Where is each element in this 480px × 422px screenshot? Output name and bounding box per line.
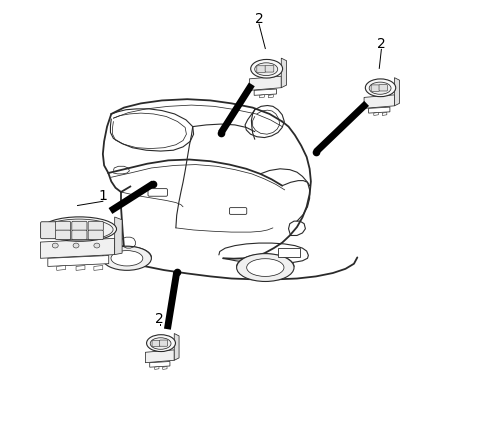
Polygon shape [57, 265, 66, 271]
Polygon shape [150, 362, 170, 367]
Polygon shape [364, 95, 395, 108]
Ellipse shape [150, 338, 171, 349]
Ellipse shape [237, 254, 294, 281]
Ellipse shape [45, 219, 113, 240]
Polygon shape [395, 78, 399, 106]
Polygon shape [260, 95, 264, 98]
Ellipse shape [42, 217, 117, 241]
FancyBboxPatch shape [56, 221, 71, 231]
Ellipse shape [365, 79, 396, 97]
Ellipse shape [111, 251, 143, 266]
FancyBboxPatch shape [72, 230, 87, 240]
Ellipse shape [369, 82, 391, 94]
Polygon shape [155, 367, 159, 369]
Ellipse shape [146, 335, 176, 352]
FancyBboxPatch shape [379, 84, 387, 91]
FancyBboxPatch shape [265, 65, 274, 72]
FancyBboxPatch shape [88, 230, 103, 240]
FancyBboxPatch shape [152, 341, 160, 346]
Polygon shape [48, 255, 109, 266]
Polygon shape [254, 89, 276, 95]
Polygon shape [94, 265, 103, 271]
Text: 1: 1 [98, 189, 108, 203]
Polygon shape [40, 238, 115, 258]
Polygon shape [374, 112, 378, 116]
Ellipse shape [102, 246, 151, 271]
Ellipse shape [247, 259, 284, 276]
Polygon shape [250, 76, 281, 90]
Text: 2: 2 [254, 12, 264, 26]
Polygon shape [382, 112, 387, 116]
FancyBboxPatch shape [41, 222, 57, 239]
Text: 2: 2 [377, 37, 386, 51]
Polygon shape [174, 333, 179, 360]
Polygon shape [268, 95, 273, 98]
FancyBboxPatch shape [229, 208, 247, 214]
FancyBboxPatch shape [88, 221, 103, 231]
Polygon shape [76, 265, 85, 271]
Bar [278, 248, 300, 257]
Ellipse shape [73, 243, 79, 248]
FancyBboxPatch shape [257, 66, 265, 73]
FancyBboxPatch shape [56, 230, 71, 240]
FancyBboxPatch shape [148, 189, 168, 196]
Polygon shape [145, 350, 174, 362]
Polygon shape [115, 217, 122, 254]
Ellipse shape [52, 243, 58, 248]
Ellipse shape [255, 63, 278, 76]
FancyBboxPatch shape [371, 85, 380, 91]
Ellipse shape [251, 60, 283, 78]
FancyBboxPatch shape [159, 340, 168, 346]
Ellipse shape [94, 243, 100, 248]
FancyBboxPatch shape [72, 221, 87, 231]
Polygon shape [281, 58, 287, 88]
Polygon shape [369, 107, 390, 113]
Polygon shape [163, 367, 167, 369]
Text: 2: 2 [156, 311, 164, 326]
